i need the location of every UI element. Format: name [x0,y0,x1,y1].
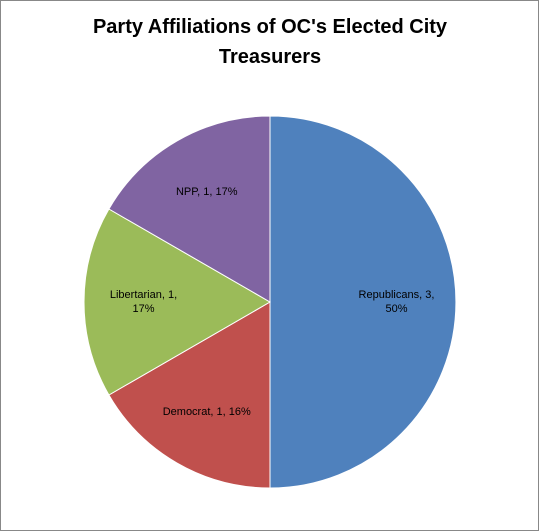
data-label: NPP, 1, 17% [175,186,238,199]
chart-title: Party Affiliations of OC's Elected City … [92,16,448,68]
pie-slice [269,115,457,489]
pie-slice [108,115,271,303]
pie-slice [83,208,272,396]
pie-slice [108,301,271,489]
data-label: Libertarian, 1, 17% [109,289,178,315]
data-label: Democrat, 1, 16% [162,405,251,418]
data-label: Republicans, 3, 50% [358,289,435,315]
